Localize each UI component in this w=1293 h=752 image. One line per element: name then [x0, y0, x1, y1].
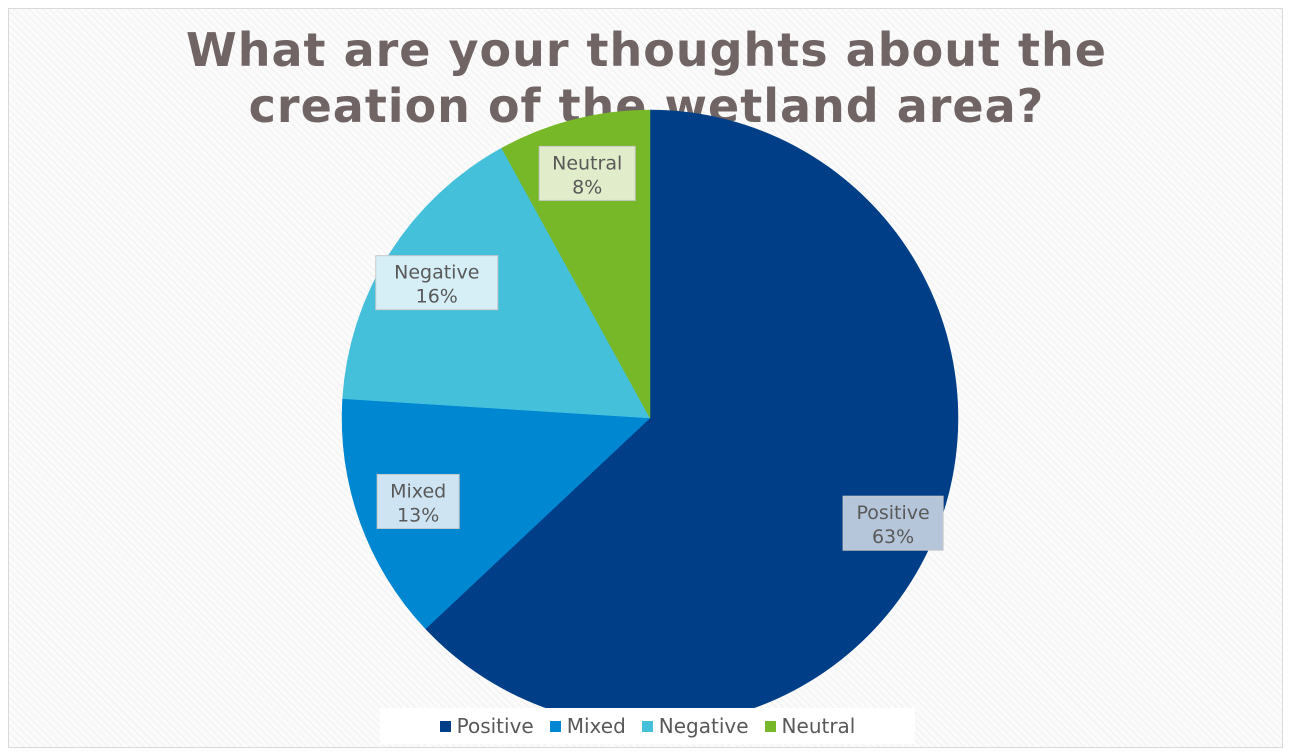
data-label-value-positive: 63%	[872, 526, 914, 548]
legend-swatch-negative	[641, 720, 653, 732]
legend-swatch-positive	[439, 720, 451, 732]
legend-label-negative: Negative	[658, 714, 749, 738]
data-label-box-negative	[375, 255, 499, 311]
legend-item-negative: Negative	[641, 714, 749, 738]
data-label-category-negative: Negative	[394, 262, 479, 284]
chart-title-line-1: What are your thoughts about the	[186, 23, 1107, 77]
legend-swatch-mixed	[549, 720, 561, 732]
data-label-box-positive	[842, 495, 944, 551]
data-label-value-mixed: 13%	[397, 504, 439, 526]
chart-legend: Positive Mixed Negative Neutral	[380, 708, 915, 744]
chart-title: What are your thoughts about the creatio…	[0, 22, 1293, 134]
pie-slice-mixed	[341, 398, 651, 630]
legend-item-mixed: Mixed	[549, 714, 626, 738]
legend-item-positive: Positive	[439, 714, 534, 738]
data-label-value-negative: 16%	[416, 286, 458, 308]
data-label-category-mixed: Mixed	[390, 480, 446, 502]
legend-swatch-neutral	[764, 720, 776, 732]
legend-item-neutral: Neutral	[764, 714, 856, 738]
data-label-category-positive: Positive	[856, 502, 929, 524]
legend-label-positive: Positive	[456, 714, 534, 738]
data-label-value-neutral: 8%	[572, 176, 602, 198]
data-label-category-neutral: Neutral	[552, 152, 622, 174]
legend-label-mixed: Mixed	[566, 714, 626, 738]
data-label-box-mixed	[376, 473, 460, 529]
legend-label-neutral: Neutral	[781, 714, 856, 738]
data-label-box-neutral	[538, 145, 636, 201]
